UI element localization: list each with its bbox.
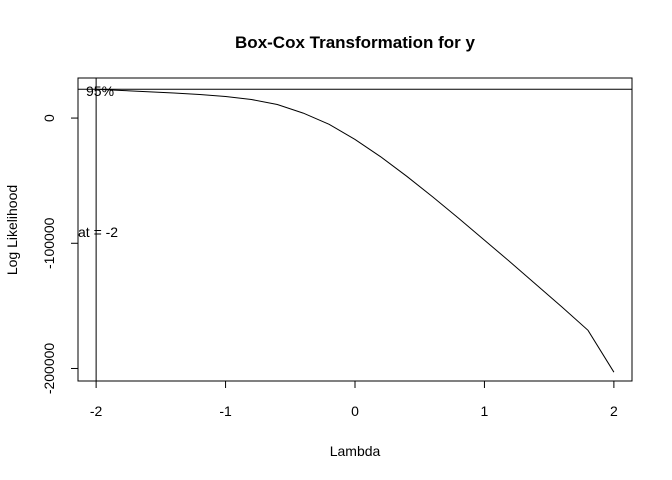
- x-tick-label: -2: [90, 403, 103, 419]
- y-tick-label: 0: [41, 114, 57, 122]
- y-tick-label: -200000: [41, 343, 57, 395]
- x-axis: -2 -1 0 1 2: [90, 380, 618, 419]
- x-tick-label: -1: [219, 403, 232, 419]
- confidence-95-label: 95%: [86, 83, 114, 99]
- log-likelihood-curve: [96, 88, 615, 373]
- x-axis-label: Lambda: [330, 443, 381, 459]
- x-tick-label: 1: [481, 403, 489, 419]
- chart-title: Box-Cox Transformation for y: [235, 33, 475, 52]
- x-tick-label: 0: [351, 403, 359, 419]
- y-axis-label: Log Likelihood: [4, 185, 20, 275]
- x-tick-label: 2: [610, 403, 618, 419]
- y-axis: 0 -100000 -200000: [41, 114, 79, 395]
- lambda-max-label: at = -2: [78, 224, 118, 240]
- y-tick-label: -100000: [41, 217, 57, 269]
- plot-frame: [77, 77, 633, 382]
